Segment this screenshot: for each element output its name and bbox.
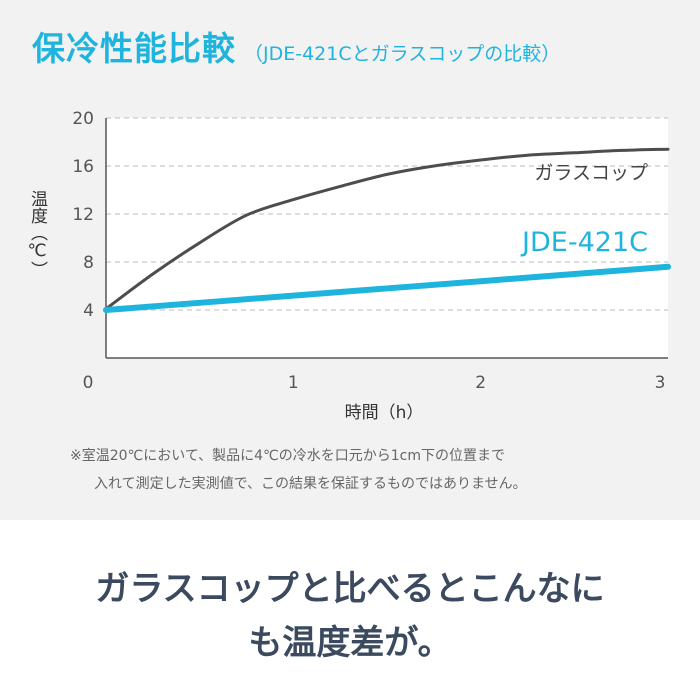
y-tick-label: 20 [72, 109, 94, 129]
x-tick-label: 1 [288, 373, 299, 393]
series-line-glass-cup [104, 147, 670, 311]
series-line-jde-421c [103, 263, 671, 313]
x-tick-label: 2 [475, 373, 486, 393]
footnote-line-1: ※室温20℃において、製品に4℃の冷水を口元から1cm下の位置まで [70, 448, 506, 464]
y-tick-label: 8 [83, 253, 94, 273]
y-tick-label: 4 [83, 301, 94, 321]
tagline-line-1: ガラスコップと比べるとこんなに [95, 569, 605, 609]
y-tick-label: 12 [72, 205, 94, 225]
page-heading: 保冷性能比較 （JDE-421Cとガラスコップの比較） [32, 22, 560, 70]
tagline-line-2: も温度差が。 [248, 623, 452, 663]
y-tick-label: 16 [72, 157, 94, 177]
plot-area [106, 118, 668, 358]
x-tick-label: 0 [83, 373, 94, 393]
x-axis-label: 時間（h） [345, 403, 424, 423]
y-axis-label: 温度（℃） [27, 190, 47, 278]
footnote-line-2: 入れて測定した実測値で、この結果を保証するものではありません。 [94, 476, 527, 492]
footnote: ※室温20℃において、製品に4℃の冷水を口元から1cm下の位置まで 入れて測定し… [70, 442, 680, 498]
page-subtitle: （JDE-421Cとガラスコップの比較） [244, 43, 561, 65]
series-label-jde-421c: JDE-421C [520, 227, 648, 258]
x-tick-label: 3 [655, 373, 666, 393]
series-label-glass-cup: ガラスコップ [534, 162, 648, 184]
page-title: 保冷性能比較 [32, 29, 236, 68]
tagline: ガラスコップと比べるとこんなに も温度差が。 [0, 562, 700, 670]
